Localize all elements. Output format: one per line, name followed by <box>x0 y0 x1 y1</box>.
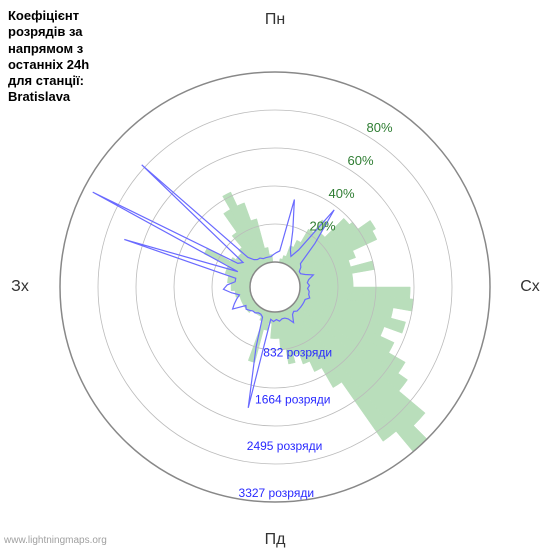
percent-label: 80% <box>367 120 393 135</box>
percent-label: 60% <box>348 153 374 168</box>
cardinal-label: Зх <box>11 278 29 296</box>
inner-hole <box>250 262 300 312</box>
footer-link: www.lightningmaps.org <box>4 535 107 546</box>
discharge-label: 832 розряди <box>263 346 332 360</box>
cardinal-label: Сх <box>520 278 540 296</box>
cardinal-label: Пд <box>265 531 286 549</box>
chart-title: Коефіцієнт розрядів за напрямом з останн… <box>8 8 89 106</box>
percent-label: 20% <box>310 219 336 234</box>
discharge-label: 3327 розряди <box>239 486 314 500</box>
cardinal-label: Пн <box>265 11 285 29</box>
discharge-label: 1664 розряди <box>255 392 331 406</box>
percent-label: 40% <box>329 186 355 201</box>
discharge-label: 2495 розряди <box>247 439 323 453</box>
